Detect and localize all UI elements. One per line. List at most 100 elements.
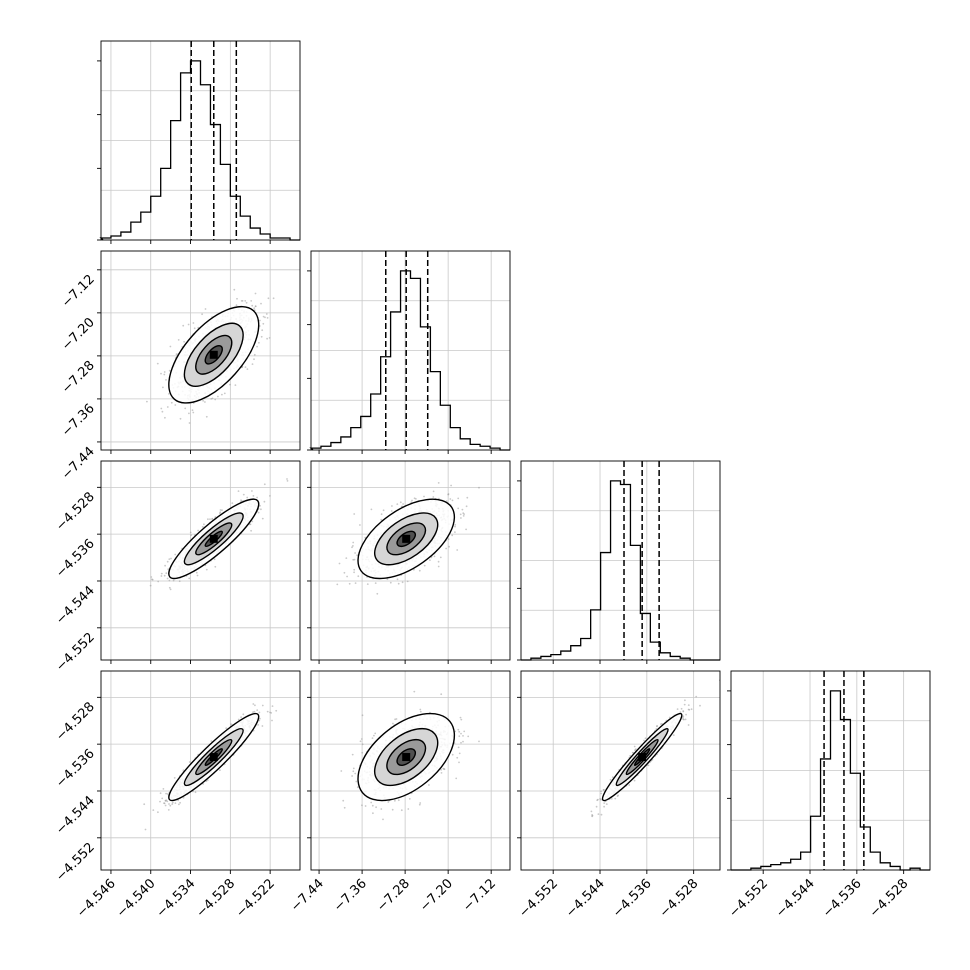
sample-point (163, 574, 166, 577)
sample-point (419, 708, 422, 711)
sample-point (432, 496, 435, 498)
sample-point (246, 368, 249, 370)
sample-point (402, 503, 404, 505)
sample-point (462, 515, 465, 517)
sample-point (457, 746, 460, 749)
sample-point (406, 580, 409, 583)
y-tick-label: −4.528 (53, 490, 98, 535)
sample-point (360, 738, 363, 740)
sample-point (168, 803, 170, 805)
sample-point (172, 579, 175, 582)
sample-point (219, 509, 222, 511)
panel-frame (100, 460, 301, 661)
panel-content (311, 454, 510, 660)
sample-point (437, 560, 440, 563)
scatter-panel-2: −4.552−4.544−4.536−4.528 (53, 460, 301, 675)
sample-point (157, 580, 160, 583)
sample-point (267, 297, 270, 300)
sample-point (448, 454, 450, 456)
sample-point (161, 410, 164, 413)
sample-point (351, 753, 354, 756)
sample-point (263, 483, 266, 486)
sample-point (392, 722, 394, 725)
sample-point (152, 809, 155, 811)
sample-point (240, 716, 243, 718)
sample-point (374, 582, 377, 584)
x-tick-label: −7.44 (288, 876, 327, 915)
sample-point (263, 500, 266, 503)
sample-point (629, 754, 632, 757)
sample-point (170, 557, 172, 560)
sample-point (193, 327, 196, 330)
sample-point (380, 808, 383, 810)
sample-point (164, 799, 167, 802)
sample-point (456, 756, 459, 759)
sample-point (197, 529, 200, 532)
sample-point (454, 523, 457, 526)
sample-point (170, 401, 173, 404)
x-tick-label: −7.28 (374, 876, 413, 915)
sample-point (160, 572, 163, 575)
x-tick-label: −4.540 (114, 876, 159, 921)
sample-point (258, 719, 261, 722)
sample-point (418, 803, 421, 806)
sample-point (162, 386, 164, 389)
sample-point (432, 490, 435, 493)
sample-point (361, 714, 364, 717)
sample-point (447, 538, 450, 540)
sample-point (206, 779, 209, 781)
sample-point (353, 571, 355, 574)
sample-point (169, 804, 172, 807)
sample-point (440, 693, 443, 696)
sample-point (361, 743, 364, 746)
sample-point (359, 740, 362, 743)
sample-point (253, 307, 256, 310)
y-tick-label: −4.536 (53, 536, 98, 581)
sample-point (342, 799, 345, 802)
panel-frame (100, 250, 301, 451)
panel-content (101, 251, 300, 450)
x-tick-label: −4.528 (194, 876, 239, 921)
panel-frame (100, 670, 301, 871)
sample-point (262, 315, 265, 318)
sample-point (458, 752, 461, 755)
y-tick-label: −7.28 (59, 358, 98, 397)
sample-point (151, 578, 154, 581)
sample-point (380, 518, 383, 521)
sample-point (162, 788, 165, 790)
y-tick-label: −4.528 (53, 700, 98, 745)
sample-point (423, 495, 425, 498)
sample-point (165, 792, 168, 795)
sample-point (236, 297, 238, 300)
sample-point (357, 575, 360, 578)
sample-point (230, 723, 233, 726)
sample-point (340, 770, 343, 772)
x-tick-label: −7.20 (417, 876, 456, 915)
sample-point (448, 545, 450, 548)
y-tick-label: −7.44 (59, 444, 98, 483)
sample-point (225, 727, 228, 730)
sample-point (166, 793, 169, 795)
panel-frame (310, 670, 511, 871)
sample-point (234, 384, 237, 386)
sample-point (370, 508, 373, 511)
sample-point (210, 398, 213, 400)
sample-point (458, 730, 461, 733)
sample-point (192, 322, 195, 324)
sample-point (161, 797, 164, 800)
sample-point (451, 753, 454, 756)
sample-point (462, 512, 465, 514)
sample-point (204, 401, 206, 403)
sample-point (396, 503, 399, 505)
sample-point (389, 581, 392, 584)
sample-point (401, 581, 404, 584)
sample-point (338, 562, 341, 565)
sample-point (166, 560, 169, 563)
scatter-panel-3 (307, 454, 511, 664)
sample-point (259, 319, 261, 322)
sample-point (380, 513, 383, 516)
histogram-step (731, 690, 930, 871)
sample-point (397, 799, 400, 802)
sample-point (191, 409, 194, 412)
sample-point (451, 534, 454, 537)
